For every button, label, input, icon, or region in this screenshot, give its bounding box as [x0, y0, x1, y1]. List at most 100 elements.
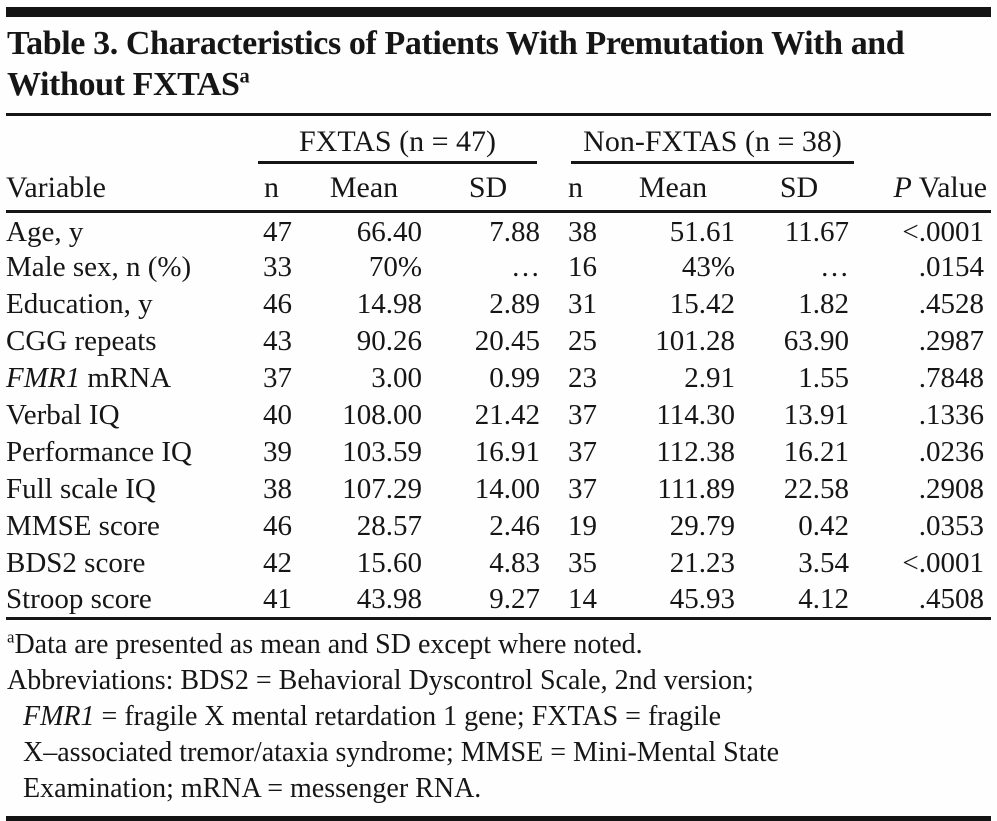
cell-fxtas-mean: 108.00 — [342, 398, 422, 431]
bottom-rule-bar — [6, 816, 991, 821]
footnote-a: aData are presented as mean and SD excep… — [7, 627, 991, 663]
group-header-nonfxtas: Non-FXTAS (n = 38) — [547, 115, 856, 164]
cell-nonfxtas-mean: 15.42 — [669, 287, 736, 320]
cell-fxtas-sd: 16.91 — [474, 435, 541, 468]
cell-nonfxtas-mean: 111.89 — [657, 472, 736, 505]
cell-nonfxtas-sd: 16.21 — [783, 435, 850, 468]
cell-nonfxtas-sd: 0.42 — [798, 509, 850, 542]
group-header-row: FXTAS (n = 47) Non-FXTAS (n = 38) — [6, 115, 991, 164]
abbreviations-line2-rest: = fragile X mental retardation 1 gene; F… — [94, 701, 722, 732]
cell-fxtas-mean: 66.40 — [356, 215, 422, 248]
header-fxtas-n: n — [244, 164, 299, 213]
cell-fxtas-n: 47 — [263, 215, 292, 248]
cell-fxtas-n: 43 — [263, 324, 292, 357]
table-title-line1: Table 3. Characteristics of Patients Wit… — [7, 25, 905, 62]
cell-variable: BDS2 score — [6, 545, 244, 582]
cell-variable: Age, y — [6, 211, 244, 249]
table-row-education: Education, y 46 14.98 2.89 31 15.42 1.82… — [6, 286, 991, 323]
table-row-performance-iq: Performance IQ 39 103.59 16.91 37 112.38… — [6, 434, 991, 471]
header-nonfxtas-n: n — [547, 164, 605, 213]
cell-variable: CGG repeats — [6, 323, 244, 360]
cell-fxtas-mean: 103.59 — [342, 435, 422, 468]
variable-label: Full scale IQ — [6, 472, 156, 505]
cell-fxtas-sd: 0.99 — [489, 361, 541, 394]
fmr1-italic: FMR1 — [23, 701, 95, 732]
cell-nonfxtas-n: 14 — [568, 582, 598, 615]
table-row-mmse: MMSE score 46 28.57 2.46 19 29.79 0.42 .… — [6, 508, 991, 545]
variable-label: Education, y — [6, 287, 153, 320]
cell-fxtas-sd: 7.88 — [489, 215, 541, 248]
cell-fxtas-n: 42 — [263, 546, 292, 579]
cell-variable: FMR1 mRNA — [6, 360, 244, 397]
header-fxtas-mean: Mean — [299, 164, 429, 213]
cell-p-value: <.0001 — [902, 546, 985, 579]
cell-p-value: .0353 — [918, 509, 985, 542]
cell-fxtas-mean: 14.98 — [356, 287, 422, 320]
variable-label: Male sex, n (%) — [6, 250, 192, 283]
variable-label: Age, y — [6, 215, 84, 248]
table-row-stroop: Stroop score 41 43.98 9.27 14 45.93 4.12… — [6, 582, 991, 619]
cell-nonfxtas-n: 37 — [568, 435, 598, 468]
variable-label: Stroop score — [6, 582, 152, 615]
cell-nonfxtas-sd: 11.67 — [784, 215, 850, 248]
table-row-fmr1-mrna: FMR1 mRNA 37 3.00 0.99 23 2.91 1.55 .784… — [6, 360, 991, 397]
cell-nonfxtas-n: 37 — [568, 472, 598, 505]
variable-label: MMSE score — [6, 509, 160, 542]
variable-label: BDS2 score — [6, 546, 146, 579]
variable-italic: FMR1 — [6, 361, 81, 394]
cell-fxtas-mean: 43.98 — [356, 582, 422, 615]
cell-nonfxtas-mean: 2.91 — [684, 361, 736, 394]
table-row-male-sex: Male sex, n (%) 33 70% … 16 43% … .0154 — [6, 249, 991, 286]
cell-nonfxtas-mean: 101.28 — [655, 324, 736, 357]
cell-p-value: .0236 — [918, 435, 985, 468]
group-fxtas-label: FXTAS (n = 47) — [258, 125, 538, 164]
cell-variable: Performance IQ — [6, 434, 244, 471]
cell-fxtas-n: 33 — [263, 250, 292, 283]
table-title: Table 3. Characteristics of Patients Wit… — [6, 17, 991, 113]
cell-fxtas-n: 41 — [263, 582, 292, 615]
cell-nonfxtas-mean: 51.61 — [669, 215, 736, 248]
abbreviations-line2: FMR1 = fragile X mental retardation 1 ge… — [7, 699, 991, 735]
cell-fxtas-sd: 4.83 — [489, 546, 541, 579]
column-header-row: Variable n Mean SD n Mean SD P Value — [6, 164, 992, 213]
cell-nonfxtas-sd: 63.90 — [783, 324, 850, 357]
table-row-cgg-repeats: CGG repeats 43 90.26 20.45 25 101.28 63.… — [6, 323, 991, 360]
cell-fxtas-sd: 2.89 — [489, 287, 541, 320]
cell-nonfxtas-sd: 22.58 — [783, 472, 850, 505]
table-row-age: Age, y 47 66.40 7.88 38 51.61 11.67 <.00… — [6, 211, 991, 249]
table-footnotes: aData are presented as mean and SD excep… — [6, 620, 991, 809]
cell-fxtas-n: 46 — [263, 287, 292, 320]
cell-fxtas-mean: 3.00 — [371, 361, 422, 394]
cell-nonfxtas-mean: 114.30 — [656, 398, 736, 431]
cell-nonfxtas-n: 31 — [568, 287, 598, 320]
cell-p-value: .4528 — [918, 287, 985, 320]
footnote-a-text: Data are presented as mean and SD except… — [14, 629, 643, 660]
header-nonfxtas-mean: Mean — [604, 164, 743, 213]
cell-variable: Stroop score — [6, 582, 244, 619]
variable-label: Performance IQ — [6, 435, 192, 468]
cell-variable: MMSE score — [6, 508, 244, 545]
group-nonfxtas-label: Non-FXTAS (n = 38) — [571, 125, 855, 164]
cell-p-value: <.0001 — [902, 215, 985, 248]
table-title-line2-text: Without FXTAS — [7, 66, 240, 103]
cell-p-value: .2908 — [918, 472, 985, 505]
cell-variable: Verbal IQ — [6, 397, 244, 434]
cell-nonfxtas-sd: 13.91 — [783, 398, 850, 431]
cell-nonfxtas-n: 19 — [568, 509, 598, 542]
cell-variable: Full scale IQ — [6, 471, 244, 508]
cell-fxtas-mean: 70% — [368, 250, 422, 283]
cell-fxtas-n: 38 — [263, 472, 292, 505]
table-title-line2: Without FXTASa — [7, 64, 991, 105]
cell-p-value: .2987 — [918, 324, 985, 357]
table-body: Age, y 47 66.40 7.88 38 51.61 11.67 <.00… — [6, 211, 991, 619]
cell-fxtas-n: 39 — [263, 435, 292, 468]
cell-p-value: .4508 — [918, 582, 985, 615]
cell-p-value: .1336 — [918, 398, 985, 431]
cell-fxtas-mean: 90.26 — [356, 324, 422, 357]
group-header-fxtas: FXTAS (n = 47) — [244, 115, 547, 164]
footnote-a-marker: a — [7, 627, 15, 647]
variable-label: CGG repeats — [6, 324, 157, 357]
cell-fxtas-sd: 20.45 — [474, 324, 541, 357]
cell-nonfxtas-sd: 1.82 — [798, 287, 850, 320]
